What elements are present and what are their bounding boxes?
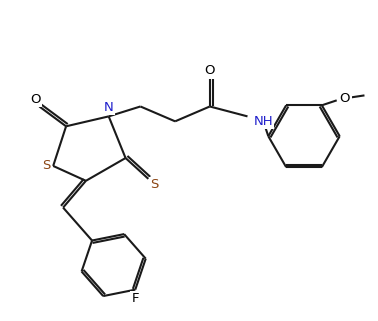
Text: O: O [340, 92, 350, 105]
Text: S: S [150, 178, 158, 191]
Text: F: F [132, 292, 139, 305]
Text: O: O [204, 64, 215, 77]
Text: S: S [42, 160, 50, 172]
Text: NH: NH [253, 115, 273, 128]
Text: N: N [104, 101, 113, 114]
Text: O: O [30, 93, 40, 106]
